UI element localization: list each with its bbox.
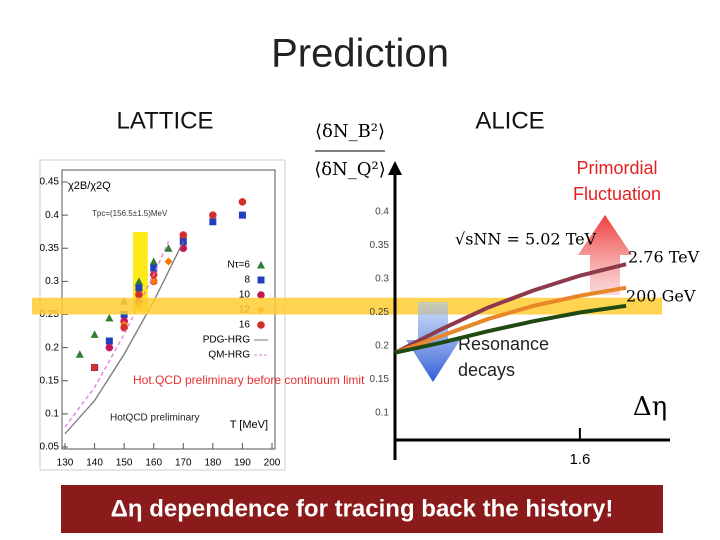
inset-label: HotQCD preliminary <box>110 413 199 424</box>
marker <box>134 277 143 285</box>
curve <box>394 285 627 355</box>
marker <box>75 350 84 358</box>
marker <box>209 218 217 226</box>
marker <box>238 198 247 206</box>
banner-box <box>59 483 665 535</box>
legend-swatch <box>257 321 265 329</box>
y-tick-label: 0.15 <box>40 375 60 386</box>
y-arrow <box>388 161 402 175</box>
banner: Δη dependence for tracing back the histo… <box>111 495 614 522</box>
legend-label: 8 <box>244 275 250 286</box>
y-tick-label: 0.4 <box>45 210 59 221</box>
legend-label: PDG-HRG <box>203 335 250 346</box>
y-tick-label: 0.3 <box>45 276 59 287</box>
up-label-line: Primordial <box>576 158 657 178</box>
marker <box>105 337 113 345</box>
hrg-line <box>64 241 184 435</box>
y-tick-label: 0.2 <box>375 341 389 352</box>
y-label-top: ⟨δN_B²⟩ <box>315 121 385 142</box>
y-tick-label: 0.3 <box>375 274 389 285</box>
right-heading: ALICE <box>475 107 544 134</box>
x-tick-label: 200 <box>264 458 281 469</box>
x-tick-label: 190 <box>234 458 251 469</box>
y-tick-label: 0.05 <box>40 442 60 453</box>
legend-label: 16 <box>239 320 251 331</box>
down-label-line: decays <box>458 360 515 380</box>
legend-label: 200 GeV <box>626 287 696 306</box>
marker <box>105 343 114 352</box>
marker <box>90 363 99 372</box>
marker <box>179 231 188 239</box>
x-tick-label: 160 <box>145 458 162 469</box>
down-arrow <box>406 302 460 382</box>
legend-swatch <box>257 276 265 284</box>
y-axis-label: χ2B/χ2Q <box>68 180 111 192</box>
down-label-line: Resonance <box>458 334 549 354</box>
legend-label: QM-HRG <box>208 350 250 361</box>
legend-label: 10 <box>239 290 251 301</box>
marker <box>105 313 114 322</box>
left-heading: LATTICE <box>117 107 214 134</box>
y-tick-label: 0.25 <box>370 307 390 318</box>
legend-swatch <box>257 291 265 299</box>
x-axis-label: Δη <box>633 392 667 422</box>
y-tick-label: 0.35 <box>40 243 60 254</box>
marker <box>238 211 246 219</box>
y-label-bottom: ⟨δN_Q²⟩ <box>314 159 386 180</box>
down-label: Resonance decays <box>458 334 549 380</box>
y-tick-label: 0.1 <box>375 408 389 419</box>
marker <box>150 264 158 272</box>
y-tick-label: 0.45 <box>40 177 60 188</box>
y-tick-label: 0.1 <box>45 409 59 420</box>
marker <box>164 257 173 266</box>
marker <box>135 290 143 299</box>
legend-label: √sNN = 5.02 TeV <box>455 230 597 249</box>
x-tick-label: 140 <box>86 458 103 469</box>
annotation: Hot.QCD preliminary before continuum lim… <box>133 373 365 387</box>
charts: 0.05 0.1 0.15 0.2 0.25 0.3 0.35 0.4 0.45 130 140 15… <box>32 121 700 469</box>
x-axis-label: T [MeV] <box>230 419 268 431</box>
x-tick-label: 170 <box>175 458 192 469</box>
marker <box>164 244 173 252</box>
up-label: Primordial Fluctuation <box>573 158 661 204</box>
y-tick-label: 0.4 <box>375 207 389 218</box>
slide-title: Prediction <box>271 32 449 76</box>
y-tick-label: 0.2 <box>45 342 59 353</box>
note: Tpc=(156.5±1.5)MeV <box>92 209 168 218</box>
curve <box>394 303 627 355</box>
marker <box>90 330 99 338</box>
legend-swatch <box>257 261 265 269</box>
y-tick-label: 0.25 <box>40 309 60 320</box>
up-arrow <box>578 215 632 295</box>
legend-label: Nτ=6 <box>227 260 250 271</box>
y-tick-label: 0.35 <box>370 240 390 251</box>
curve <box>394 262 627 355</box>
x-tick-label: 1.6 <box>569 451 590 468</box>
marker <box>149 257 158 265</box>
x-tick-label: 150 <box>116 458 133 469</box>
legend-label: 2.76 TeV <box>628 248 700 267</box>
marker <box>135 284 143 292</box>
marker <box>209 211 217 219</box>
x-tick-label: 130 <box>57 458 74 469</box>
up-label-line: Fluctuation <box>573 184 661 204</box>
y-tick-label: 0.15 <box>370 374 390 385</box>
x-tick-label: 180 <box>205 458 222 469</box>
